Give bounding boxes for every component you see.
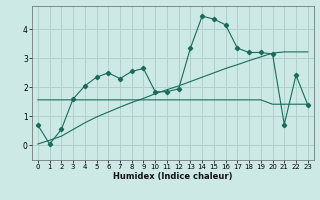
X-axis label: Humidex (Indice chaleur): Humidex (Indice chaleur) [113, 172, 233, 181]
